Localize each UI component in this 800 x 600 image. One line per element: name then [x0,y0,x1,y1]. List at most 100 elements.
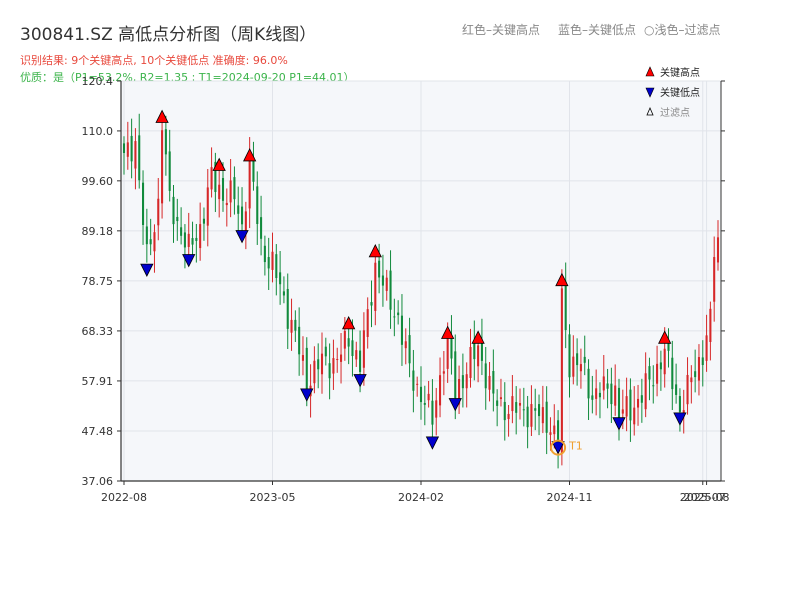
candle-body [477,345,480,367]
candle-body [378,260,381,278]
candle-body [697,357,701,381]
key-low-marker [425,436,440,450]
candle-body [675,384,678,395]
key-low-marker [235,230,249,244]
candle-body [671,357,674,390]
t1-label: T1 [568,440,583,453]
x-tick-label: 2024-11 [547,491,593,504]
candle-body [370,302,373,306]
candle-body [172,196,175,225]
candle-body [537,404,541,417]
candle-body [427,393,430,401]
candle-body [305,347,308,391]
candle-body [682,410,685,415]
legend-entry-label: 关键低点 [660,86,700,99]
candle-body [625,396,628,417]
candle-body [644,373,647,410]
candle-body [435,400,438,418]
candle-body [336,359,339,361]
legend-low-icon [645,87,655,98]
result-summary: 识别结果: 9个关键高点, 10个关键低点 准确度: 96.0% [20,54,288,67]
key-low-marker [182,254,196,268]
candle-body [355,350,358,360]
candle-body [598,392,602,398]
legend-red-label: 红色–关键高点 [462,23,541,37]
candle-body [301,355,305,361]
legend-light-label: ○浅色–过滤点 [644,23,721,37]
candle-body [161,130,164,204]
candle-body [450,335,453,359]
candle-body [347,338,350,347]
candle-body [134,141,137,169]
candle-body [145,226,148,245]
chart-title: 300841.SZ 高低点分析图（周K线图） [20,25,317,45]
x-tick-label: 2025-07 [680,491,726,504]
candle-body [256,186,259,225]
candle-body [282,291,285,296]
candle-body [328,363,331,379]
candle-body [416,383,419,385]
x-tick-label: 2024-02 [398,491,444,504]
key-high-marker [368,244,382,258]
candle-body [279,272,282,285]
candle-body [515,402,518,413]
candle-body [617,387,621,420]
x-tick-label: 2025-08 [684,491,730,504]
candle-body [469,347,472,378]
key-low-marker [551,441,565,455]
candle-body [141,182,145,225]
candle-body [381,275,384,286]
candle-body [602,376,605,391]
candle-body [298,326,301,355]
top-legend: 红色–关键高点 蓝色–关键低点 ○浅色–过滤点 [462,21,721,38]
y-tick-label: 57.91 [82,375,114,388]
candle-body [648,366,651,380]
y-tick-label: 89.18 [82,225,114,238]
key-low-marker [300,388,314,402]
candle-body [534,408,537,411]
candle-body [454,351,457,398]
candle-body [572,356,575,377]
candle-body [659,362,662,370]
candle-body [473,340,476,360]
candle-body [362,330,365,368]
candle-body [195,237,198,241]
candle-body [458,379,461,405]
candle-body [496,400,499,406]
candle-body [713,257,716,302]
y-tick-label: 99.60 [82,175,114,188]
candle-body [313,360,316,384]
candle-body [686,374,689,405]
candle-body [404,341,407,349]
candle-body [275,254,278,279]
candle-body [176,216,179,222]
candle-body [709,308,712,342]
candle-body [214,161,217,193]
candle-body [374,262,377,311]
candle-body [694,371,697,378]
candle-body [484,363,487,389]
axes: 37.06 47.48 57.91 68.33 78.75 89.18 99.60 110.0… [82,75,730,504]
candle-body [248,158,251,209]
candle-body [576,353,579,366]
candle-body [606,383,609,389]
key-point-markers: T1 [140,109,687,456]
candle-body [263,245,266,263]
candle-body [503,401,506,421]
candle-body [233,177,236,200]
legend-blue-label: 蓝色–关键低点 [558,23,637,37]
candle-body [229,180,232,203]
key-high-marker [471,330,485,344]
candle-body [553,425,556,435]
candle-body [663,348,666,375]
candle-body [130,135,133,162]
key-high-marker [555,272,569,287]
candle-body [591,395,594,400]
candle-body [705,335,708,361]
candle-body [324,346,327,357]
candle-body [633,407,636,425]
key-low-marker [140,263,154,277]
candle-body [595,388,598,399]
candle-body [317,359,320,370]
